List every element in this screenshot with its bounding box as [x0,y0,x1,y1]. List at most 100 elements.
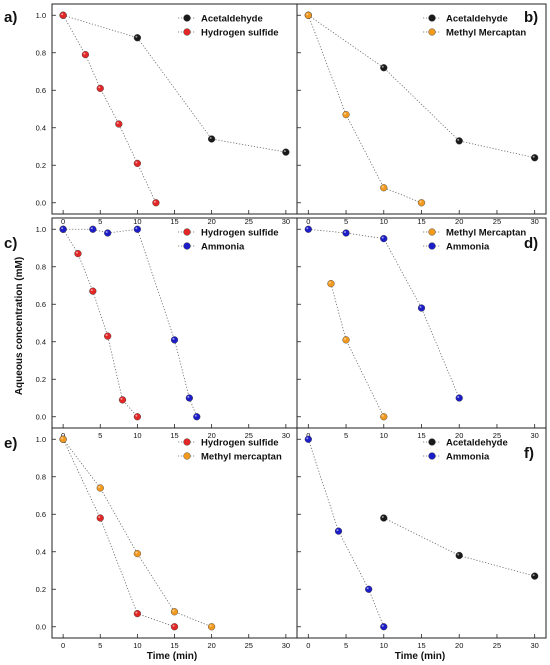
x-tick-label: 5 [344,431,348,440]
data-point-highlight [306,437,309,440]
x-tick-label: 30 [531,431,539,440]
y-tick-label: 0.8 [36,472,46,481]
series-line [330,283,385,417]
data-point-highlight [98,516,101,518]
data-point [96,84,104,92]
x-tick-label: 25 [245,431,253,440]
data-point-highlight [83,52,86,55]
data-point [133,550,141,558]
data-point [89,225,97,233]
series-line [63,14,286,153]
data-point [152,199,160,207]
x-tick-label: 5 [344,641,348,650]
legend-marker [183,452,191,460]
x-tick-label: 25 [245,217,253,226]
legend-marker [428,438,436,446]
panel-tag: c) [4,235,17,252]
data-point [118,396,127,404]
panel-f: 0 5 10 15 20 25 30 Acetaldehyde Ammonia f) [296,427,547,650]
data-point [89,287,97,295]
data-point-highlight [194,414,197,417]
legend-label: Methyl mercaptan [201,452,282,463]
data-point-highlight [116,122,119,124]
series-line [62,229,138,418]
x-tick-label: 25 [493,431,501,440]
panel-tag: d) [524,235,538,252]
data-point [342,229,350,237]
data-point [193,413,201,421]
x-tick-label: 10 [133,431,141,440]
data-point-highlight [457,396,460,398]
data-point [327,280,335,288]
data-point [104,332,112,340]
y-tick-label: 0.0 [36,198,46,207]
data-point-highlight [135,551,138,554]
data-point [133,413,141,421]
y-tick-label: 1.0 [36,435,46,444]
data-point [133,610,141,618]
data-point [380,235,388,243]
panel-a: 0 5 10 15 20 25 30 0.0 0.2 0.4 0.6 0.8 1.0 Acetaldehy… [4,3,298,226]
data-point-highlight [381,624,384,627]
y-tick-label: 0.4 [36,337,46,346]
legend-label: Ammonia [446,242,490,253]
x-tick-label: 5 [98,217,102,226]
series-line [308,14,535,159]
x-tick-label: 15 [170,431,178,440]
data-point [170,608,179,616]
data-point-highlight [381,236,384,239]
series-line [307,439,385,627]
panels-group: 0 5 10 15 20 25 30 0.0 0.2 0.4 0.6 0.8 1.0 Acetaldehy… [4,3,547,650]
legend-marker [183,14,191,22]
x-tick-label: 30 [531,641,539,650]
y-tick-label: 1.0 [36,11,46,20]
y-tick-label: 0.0 [36,412,46,421]
legend-label: Acetaldehyde [446,14,508,25]
legend-marker [183,242,191,250]
data-point-highlight [187,396,190,398]
data-point-highlight [153,200,156,203]
data-point-highlight [172,609,175,612]
y-tick-label: 0.4 [36,123,46,132]
y-tick-label: 0.8 [36,262,46,271]
y-tick-label: 0.4 [36,547,46,556]
data-point [133,34,141,42]
x-tick-label: 15 [417,217,425,226]
panel-frame [296,427,547,639]
data-point-highlight [419,306,422,308]
data-point-highlight [90,227,93,230]
x-tick-label: 30 [282,641,290,650]
legend-label: Methyl Mercaptan [446,28,526,39]
data-point-highlight [135,227,138,230]
x-tick-label: 30 [282,431,290,440]
data-point-highlight [306,227,309,230]
series-line [307,15,422,204]
x-tick-label: 10 [380,641,388,650]
y-tick-label: 0.0 [36,622,46,631]
data-point [304,225,312,233]
x-tick-label: 0 [306,431,310,440]
x-tick-label: 15 [417,641,425,650]
data-point-highlight [135,161,138,164]
panel-frame [51,217,298,429]
y-tick-label: 0.2 [36,161,46,170]
data-point-highlight [105,334,108,337]
data-point [417,199,426,207]
data-point [380,64,388,72]
x-tick-label: 5 [344,217,348,226]
y-tick-label: 0.6 [36,86,46,95]
data-point [133,159,141,167]
x-tick-label: 10 [380,217,388,226]
data-point-highlight [98,486,101,488]
x-tick-label: 20 [455,641,463,650]
panel-frame [296,217,547,429]
data-point [133,225,141,233]
data-point-highlight [344,112,347,115]
x-tick-label: 25 [245,641,253,650]
x-tick-label: 5 [98,431,102,440]
data-point [59,11,67,19]
x-tick-label: 30 [282,217,290,226]
series-line [63,228,198,417]
data-point [342,336,350,344]
data-point [59,225,67,233]
